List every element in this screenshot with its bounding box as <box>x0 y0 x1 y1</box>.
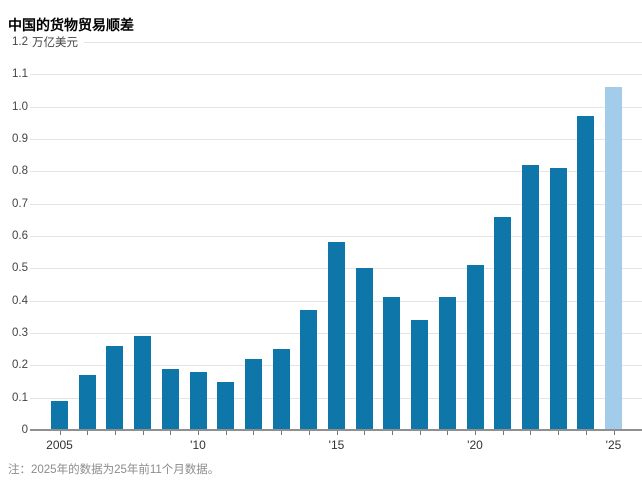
bar-2013 <box>272 349 290 430</box>
x-tick-2024 <box>585 431 587 435</box>
bar-2025 <box>605 87 622 430</box>
bar-2018 <box>411 320 429 430</box>
x-tick-2012 <box>253 431 255 435</box>
bar-2006 <box>78 375 96 430</box>
gridline-1.0 <box>30 106 642 108</box>
bar-2023 <box>549 168 567 430</box>
x-tick-2010 <box>198 431 199 435</box>
gridline-0.9 <box>30 139 642 141</box>
bar-2016 <box>355 268 373 430</box>
x-tick-label-2025: '25 <box>605 438 622 452</box>
y-tick-label-1.0: 1.0 <box>12 100 28 113</box>
x-tick-2016 <box>364 431 366 435</box>
x-tick-2021 <box>502 431 504 435</box>
x-tick-2011 <box>225 431 227 435</box>
bar-2019 <box>438 297 456 430</box>
x-tick-2006 <box>87 431 89 435</box>
x-tick-label-2020: '20 <box>467 438 483 452</box>
y-tick-label-0.3: 0.3 <box>12 327 28 339</box>
bar-2010 <box>189 371 207 430</box>
x-tick-2013 <box>281 431 283 435</box>
x-tick-2008 <box>142 431 144 435</box>
x-tick-2020 <box>475 431 476 435</box>
y-tick-label-0.8: 0.8 <box>12 165 28 178</box>
y-tick-label-1.2: 1.2 <box>12 36 28 49</box>
bar-2022 <box>521 164 539 430</box>
y-tick-label-0.6: 0.6 <box>12 230 28 243</box>
x-tick-2022 <box>530 431 532 435</box>
x-tick-2015 <box>336 431 338 435</box>
x-tick-label-2015: '15 <box>328 438 345 452</box>
footnote: 注：2025年的数据为25年前11个月数据。 <box>8 464 220 476</box>
bar-2008 <box>134 336 152 430</box>
bar-2005 <box>51 400 68 430</box>
x-tick-2009 <box>170 431 172 435</box>
y-tick-label-1.1: 1.1 <box>12 68 28 81</box>
y-tick-label-0.4: 0.4 <box>12 294 28 307</box>
y-tick-label-0.7: 0.7 <box>12 197 28 210</box>
x-tick-2019 <box>447 431 449 435</box>
bar-2015 <box>328 242 345 430</box>
bar-2017 <box>383 297 401 430</box>
x-tick-2014 <box>308 431 310 435</box>
x-tick-2018 <box>419 431 421 435</box>
bar-2011 <box>217 381 235 430</box>
gridline-0.7 <box>30 203 642 205</box>
x-tick-label-2005: 2005 <box>46 438 73 452</box>
x-tick-2017 <box>391 431 393 435</box>
x-tick-2007 <box>114 431 116 435</box>
gridline-0.6 <box>30 236 642 238</box>
gridline-1.2 <box>30 42 642 44</box>
y-tick-label-0.5: 0.5 <box>12 262 28 275</box>
x-tick-2023 <box>558 431 560 435</box>
y-tick-label-0.1: 0.1 <box>12 391 28 404</box>
y-tick-label-0.2: 0.2 <box>12 359 28 372</box>
x-tick-label-2010: '10 <box>190 438 206 452</box>
y-axis-unit-label: 万亿美元 <box>31 36 84 50</box>
x-tick-2005 <box>59 431 61 435</box>
x-axis-line <box>30 429 642 431</box>
gridline-1.1 <box>30 74 642 76</box>
y-tick-label-0.9: 0.9 <box>12 133 28 146</box>
bar-2024 <box>577 116 595 430</box>
bar-2020 <box>466 265 484 430</box>
bar-2014 <box>300 310 318 430</box>
bar-2012 <box>244 358 262 430</box>
bar-2021 <box>494 216 512 430</box>
bar-2009 <box>161 368 179 430</box>
x-tick-2025 <box>613 431 615 435</box>
gridline-0.8 <box>30 171 642 173</box>
bar-2007 <box>106 345 124 430</box>
y-tick-label-0: 0 <box>21 424 28 436</box>
chart-title: 中国的货物贸易顺差 <box>8 17 134 34</box>
